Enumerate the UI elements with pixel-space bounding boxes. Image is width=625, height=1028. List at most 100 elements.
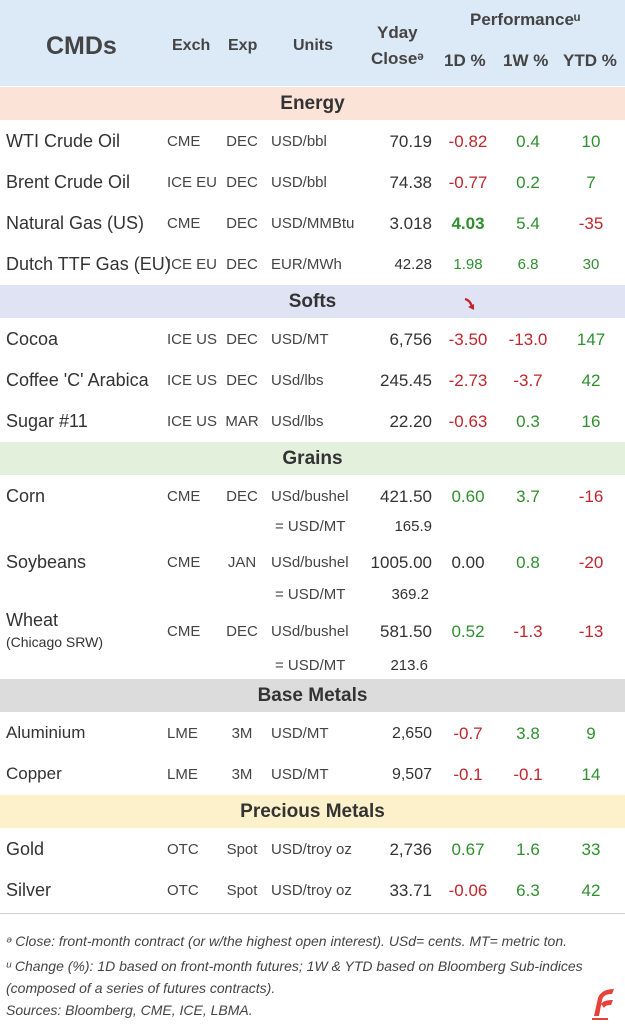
change-1d: 4.03	[451, 214, 485, 233]
close-value: 42.28	[394, 256, 432, 273]
table-row: Corn CME DEC USd/bushel 421.50 0.60 3.7 …	[0, 476, 625, 516]
table-row: Coffee 'C' Arabica ICE US DEC USd/lbs 24…	[0, 360, 625, 400]
change-ytd: -35	[578, 214, 604, 233]
units: USd/bushel	[271, 554, 349, 571]
exchange: CME	[167, 623, 201, 640]
change-ytd: 33	[581, 840, 601, 859]
change-1w: 6.8	[517, 256, 539, 273]
section-precious-metals: Precious Metals	[0, 795, 625, 828]
expiry: Spot	[226, 882, 258, 899]
table-row: Sugar #11 ICE US MAR USd/lbs 22.20 -0.63…	[0, 401, 625, 441]
commodity-name: Aluminium	[6, 723, 86, 742]
close-value: 22.20	[389, 412, 432, 431]
change-1d: 1.98	[453, 256, 483, 273]
units: USD/MT	[271, 766, 329, 783]
red-down-arrow-icon	[464, 297, 474, 310]
exchange: CME	[167, 133, 201, 150]
close-value: 1005.00	[370, 553, 432, 572]
w1-header: 1W %	[503, 51, 549, 70]
close-value: 33.71	[389, 881, 432, 900]
commodity-name: Gold	[6, 839, 45, 859]
expiry: DEC	[226, 331, 258, 348]
commodity-name: Corn	[6, 486, 46, 506]
change-1w: 0.2	[516, 173, 540, 192]
commodity-name: Natural Gas (US)	[6, 213, 145, 233]
expiry: DEC	[226, 215, 258, 232]
footnote-sources: Sources: Bloomberg, CME, ICE, LBMA.	[6, 1002, 253, 1018]
change-ytd: -20	[578, 553, 604, 572]
change-1d: -0.1	[453, 765, 483, 784]
exchange: ICE EU	[167, 256, 218, 273]
change-1d: 0.00	[451, 553, 485, 572]
units: USD/bbl	[271, 133, 327, 150]
change-1w: -0.1	[513, 765, 543, 784]
change-ytd: 42	[581, 881, 601, 900]
change-ytd: 7	[586, 173, 596, 192]
exchange: ICE US	[167, 372, 218, 389]
table-header: CMDs Exch Exp Units Yday Closeᵊ Performa…	[0, 0, 625, 86]
close-value: 74.38	[389, 173, 432, 192]
change-1d: -0.7	[453, 724, 483, 743]
expiry: DEC	[226, 133, 258, 150]
change-ytd: 9	[586, 724, 596, 743]
close-header-line2: Closeᵊ	[371, 49, 424, 68]
change-1w: 3.8	[516, 724, 540, 743]
exchange: LME	[167, 725, 198, 742]
section-base-metals: Base Metals	[0, 679, 625, 712]
change-1w: -1.3	[513, 622, 543, 641]
footnote-change-cont: (composed of a series of futures contrac…	[6, 980, 276, 996]
change-1w: 0.3	[516, 412, 540, 431]
conversion-value: 369.2	[391, 586, 429, 603]
expiry: DEC	[226, 623, 258, 640]
commodity-name: Cocoa	[6, 329, 59, 349]
expiry: 3M	[231, 725, 253, 742]
conversion-value: 213.6	[390, 657, 428, 674]
change-1w: 0.4	[516, 132, 540, 151]
change-ytd: 30	[582, 256, 600, 273]
section-energy: Energy	[0, 87, 625, 120]
units: USD/troy oz	[271, 841, 352, 858]
change-ytd: 42	[581, 371, 601, 390]
commodity-name: Silver	[6, 880, 52, 900]
units: USd/bushel	[271, 488, 349, 505]
table-row: WTI Crude Oil CME DEC USD/bbl 70.19 -0.8…	[0, 121, 625, 161]
exchange: CME	[167, 215, 201, 232]
exchange: OTC	[167, 882, 199, 899]
exp-header: Exp	[228, 37, 258, 54]
change-1w: 1.6	[516, 840, 540, 859]
conversion-value: 165.9	[394, 518, 432, 535]
commodity-name: Brent Crude Oil	[6, 172, 131, 192]
expiry: DEC	[226, 256, 258, 273]
section-softs: Softs	[0, 285, 625, 318]
conversion-units: = USD/MT	[275, 518, 346, 535]
change-ytd: 147	[576, 330, 606, 349]
close-value: 245.45	[380, 371, 432, 390]
exchange: CME	[167, 488, 201, 505]
change-ytd: 16	[581, 412, 601, 431]
change-1w: -3.7	[513, 371, 543, 390]
conversion-units: = USD/MT	[275, 586, 346, 603]
change-1d: -0.77	[448, 173, 488, 192]
close-value: 70.19	[389, 132, 432, 151]
commodity-name: Dutch TTF Gas (EU)	[6, 254, 171, 274]
table-row: Copper LME 3M USD/MT 9,507 -0.1 -0.1 14	[0, 754, 625, 794]
units: USD/MT	[271, 331, 329, 348]
change-1w: 3.7	[516, 487, 540, 506]
change-1d: -0.63	[448, 412, 488, 431]
section-grains: Grains	[0, 442, 625, 475]
exchange: ICE US	[167, 331, 218, 348]
table-row: Dutch TTF Gas (EU) ICE EU DEC EUR/MWh 42…	[0, 244, 625, 284]
exchange: OTC	[167, 841, 199, 858]
exchange: CME	[167, 554, 201, 571]
change-1d: 0.52	[451, 622, 485, 641]
expiry: Spot	[226, 841, 258, 858]
commodity-name: Coffee 'C' Arabica	[6, 370, 149, 390]
conversion-row: = USD/MT 213.6	[0, 651, 625, 681]
change-1w: 0.8	[516, 553, 540, 572]
exchange: ICE EU	[167, 174, 218, 191]
expiry: DEC	[226, 372, 258, 389]
close-value: 6,756	[389, 330, 432, 349]
change-1d: -0.82	[448, 132, 488, 151]
table-row: Brent Crude Oil ICE EU DEC USD/bbl 74.38…	[0, 162, 625, 202]
ytd-header: YTD %	[563, 51, 617, 70]
